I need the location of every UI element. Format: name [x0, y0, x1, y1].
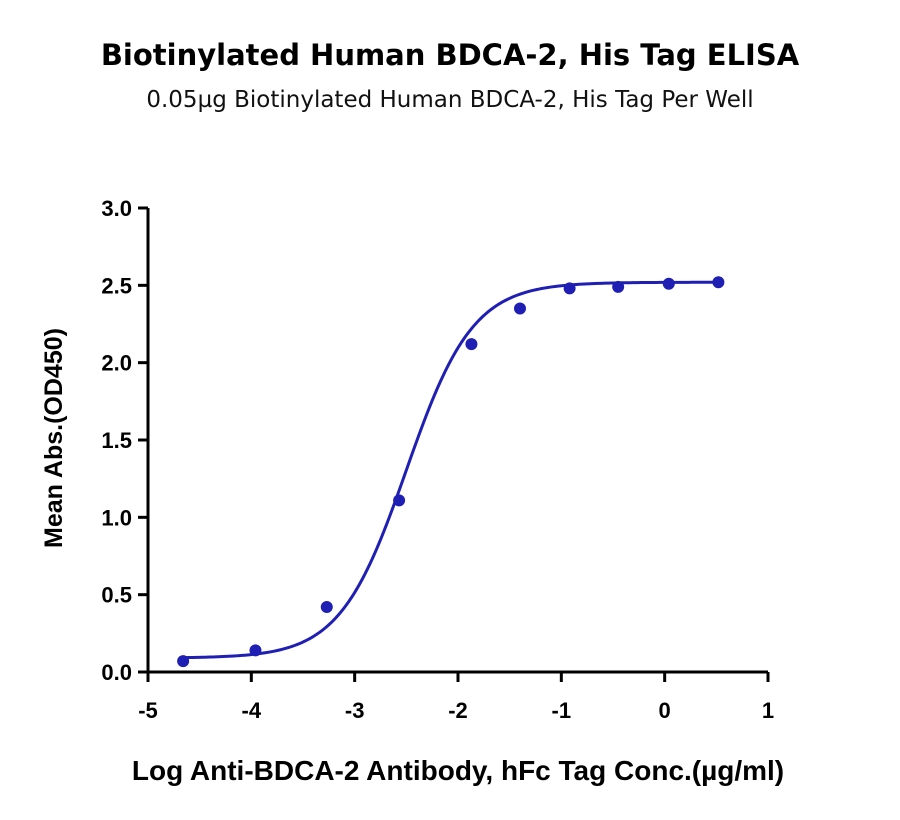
- axes: [146, 208, 768, 674]
- data-point: [662, 277, 675, 290]
- y-tick-label: 1.5: [101, 428, 132, 453]
- data-points: [177, 276, 725, 668]
- x-tick-label: 1: [762, 698, 774, 723]
- chart-title: Biotinylated Human BDCA-2, His Tag ELISA: [100, 38, 800, 72]
- y-tick-label: 0.5: [101, 583, 132, 608]
- fit-curve: [183, 280, 719, 660]
- chart-subtitle: 0.05µg Biotinylated Human BDCA-2, His Ta…: [146, 87, 754, 113]
- data-point: [612, 280, 625, 293]
- y-tick-label: 2.5: [101, 273, 132, 298]
- x-tick-label: 0: [659, 698, 671, 723]
- data-point: [393, 494, 406, 507]
- x-axis-title: Log Anti-BDCA-2 Antibody, hFc Tag Conc.(…: [132, 755, 784, 786]
- x-tick-label: -5: [138, 698, 158, 723]
- y-axis-title: Mean Abs.(OD450): [40, 328, 68, 548]
- x-tick-label: -1: [552, 698, 572, 723]
- x-ticks: -5 -4 -3 -2 -1 0 1: [138, 672, 774, 723]
- x-tick-label: -3: [345, 698, 365, 723]
- data-point: [465, 338, 478, 351]
- data-point: [320, 601, 333, 614]
- y-tick-label: 3.0: [101, 196, 132, 221]
- data-point: [563, 282, 576, 295]
- data-point: [712, 276, 725, 289]
- y-tick-label: 2.0: [101, 351, 132, 376]
- data-point: [177, 655, 190, 668]
- data-point: [249, 644, 262, 657]
- x-tick-label: -4: [242, 698, 262, 723]
- x-tick-label: -2: [448, 698, 468, 723]
- y-tick-label: 1.0: [101, 505, 132, 530]
- y-ticks: 0.0 0.5 1.0 1.5 2.0 2.5 3.0: [101, 196, 148, 685]
- y-tick-label: 0.0: [101, 660, 132, 685]
- data-point: [514, 302, 526, 315]
